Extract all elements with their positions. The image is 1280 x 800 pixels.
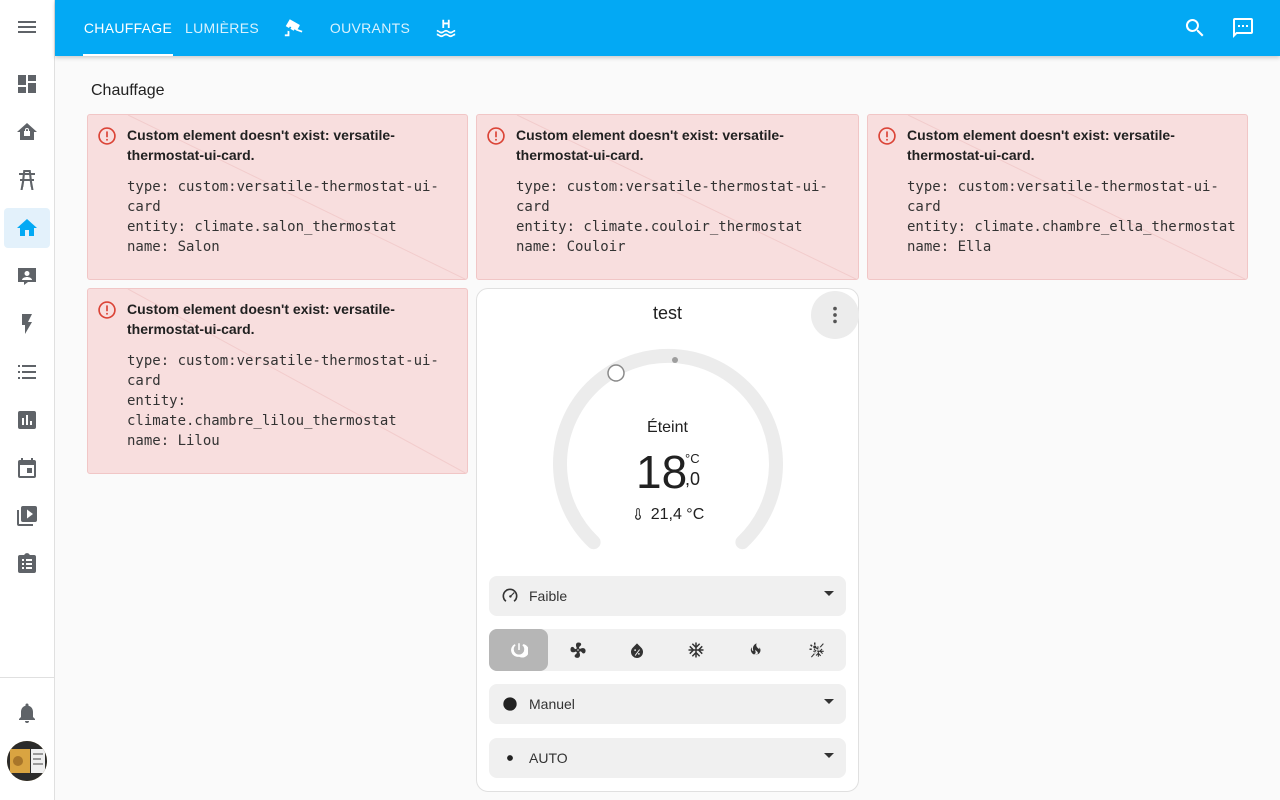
- current-temperature: 21,4 °C: [477, 506, 858, 524]
- current-temperature-marker: [672, 357, 678, 363]
- fire-icon: [750, 643, 760, 655]
- mode-dry-button[interactable]: [607, 629, 666, 671]
- dial-track: [553, 348, 783, 550]
- assist-icon: [1233, 18, 1253, 38]
- alert-circle-icon: [98, 127, 116, 145]
- mode-fan-button[interactable]: [548, 629, 607, 671]
- home-security-icon: [17, 123, 37, 140]
- hvac-mode-bar: [489, 629, 846, 671]
- thermostat-name: test: [652, 303, 682, 323]
- sidebar-item-energy-grid[interactable]: [4, 160, 50, 200]
- calendar-icon: [18, 458, 36, 478]
- transmission-tower-icon: [19, 170, 35, 190]
- clock-half-icon: [503, 697, 517, 711]
- target-temperature-decimal: ,0: [685, 469, 701, 489]
- tab-cameras[interactable]: [275, 0, 313, 56]
- sidebar-item-persons[interactable]: [4, 256, 50, 296]
- sun-snowflake-icon: [809, 642, 824, 658]
- sidebar-item-home[interactable]: [4, 208, 50, 248]
- top-app-bar: CHAUFFAGE LUMIÈRES OUVRANTS: [55, 0, 1280, 56]
- sidebar-item-notifications[interactable]: [4, 693, 50, 733]
- error-config: type: custom:versatile-thermostat-ui- ca…: [516, 179, 828, 255]
- dots-vertical-icon: [833, 306, 837, 324]
- sidebar-divider: [0, 677, 55, 678]
- chart-box-icon: [18, 411, 36, 429]
- chevron-down-icon: [824, 699, 834, 704]
- chevron-down-icon: [824, 591, 834, 596]
- clipboard-list-icon: [18, 553, 36, 573]
- error-title: Custom element doesn't exist: versatile-…: [516, 127, 784, 163]
- swing-value: AUTO: [529, 750, 568, 766]
- view-dashboard-icon: [18, 75, 36, 93]
- more-info-button[interactable]: [811, 291, 859, 339]
- fan-mode-select[interactable]: Faible: [489, 576, 846, 616]
- section-title: Chauffage: [91, 82, 165, 99]
- preset-value: Manuel: [529, 696, 575, 712]
- tab-ouvrants[interactable]: OUVRANTS: [329, 20, 411, 36]
- sidebar-item-energy[interactable]: [4, 304, 50, 344]
- bell-icon: [19, 703, 35, 723]
- chevron-down-icon: [824, 753, 834, 758]
- preset-select[interactable]: Manuel: [489, 684, 846, 724]
- error-title: Custom element doesn't exist: versatile-…: [907, 127, 1175, 163]
- error-card-lilou: Custom element doesn't exist: versatile-…: [87, 288, 468, 474]
- list-icon: [18, 365, 36, 379]
- search-button[interactable]: [1181, 14, 1209, 42]
- mode-off-button[interactable]: [489, 629, 548, 671]
- sidebar-item-todo[interactable]: [4, 544, 50, 584]
- alert-circle-icon: [487, 127, 505, 145]
- avatar[interactable]: [7, 741, 47, 781]
- avatar-image: [7, 741, 47, 781]
- cctv-icon: [284, 19, 303, 37]
- fan-icon: [570, 642, 586, 658]
- error-config: type: custom:versatile-thermostat-ui- ca…: [127, 353, 439, 449]
- error-config: type: custom:versatile-thermostat-ui- ca…: [907, 179, 1236, 255]
- swing-select[interactable]: AUTO: [489, 738, 846, 778]
- fan-speed-icon: [502, 588, 518, 602]
- tab-chauffage[interactable]: CHAUFFAGE: [83, 0, 173, 56]
- sidebar-item-home-security[interactable]: [4, 112, 50, 152]
- target-temperature-handle[interactable]: [607, 364, 625, 382]
- pool-icon: [436, 19, 456, 38]
- error-card-salon: Custom element doesn't exist: versatile-…: [87, 114, 468, 280]
- mode-heat-cool-button[interactable]: [787, 629, 846, 671]
- target-temperature: 18: [636, 446, 688, 498]
- temperature-dial[interactable]: [477, 289, 860, 579]
- mode-heat-button[interactable]: [725, 629, 784, 671]
- assist-button[interactable]: [1229, 14, 1257, 42]
- sidebar-item-history[interactable]: [4, 400, 50, 440]
- alert-circle-icon: [98, 301, 116, 319]
- media-icon: [17, 506, 37, 526]
- alert-circle-icon: [878, 127, 896, 145]
- power-icon: [510, 643, 528, 658]
- error-config: type: custom:versatile-thermostat-ui- ca…: [127, 179, 439, 255]
- current-temperature-value: 21,4 °C: [650, 506, 705, 523]
- sidebar-item-dashboard[interactable]: [4, 64, 50, 104]
- sidebar-item-media[interactable]: [4, 496, 50, 536]
- dot-icon: [507, 755, 513, 761]
- home-icon: [17, 219, 37, 236]
- thermostat-card: test Éteint 18 °C ,0 21,4 °C Faible: [476, 288, 859, 792]
- snowflake-icon: [688, 642, 703, 658]
- search-icon: [1185, 19, 1204, 37]
- flash-icon: [22, 314, 32, 334]
- tab-lumieres[interactable]: LUMIÈRES: [185, 20, 259, 36]
- target-temperature-unit: °C: [685, 451, 700, 466]
- sidebar-item-logbook[interactable]: [4, 352, 50, 392]
- error-title: Custom element doesn't exist: versatile-…: [127, 127, 395, 163]
- menu-button[interactable]: [4, 7, 50, 47]
- sidebar: [0, 0, 55, 800]
- water-percent-icon: [630, 643, 643, 658]
- account-box-icon: [18, 268, 36, 285]
- error-card-couloir: Custom element doesn't exist: versatile-…: [476, 114, 859, 280]
- error-title: Custom element doesn't exist: versatile-…: [127, 301, 395, 337]
- error-card-ella: Custom element doesn't exist: versatile-…: [867, 114, 1248, 280]
- sidebar-item-calendar[interactable]: [4, 448, 50, 488]
- menu-icon: [18, 21, 36, 33]
- mode-cool-button[interactable]: [666, 629, 725, 671]
- tab-pool[interactable]: [427, 0, 465, 56]
- hvac-state: Éteint: [647, 419, 688, 436]
- thermometer-icon: [634, 508, 641, 520]
- fan-mode-value: Faible: [529, 588, 568, 604]
